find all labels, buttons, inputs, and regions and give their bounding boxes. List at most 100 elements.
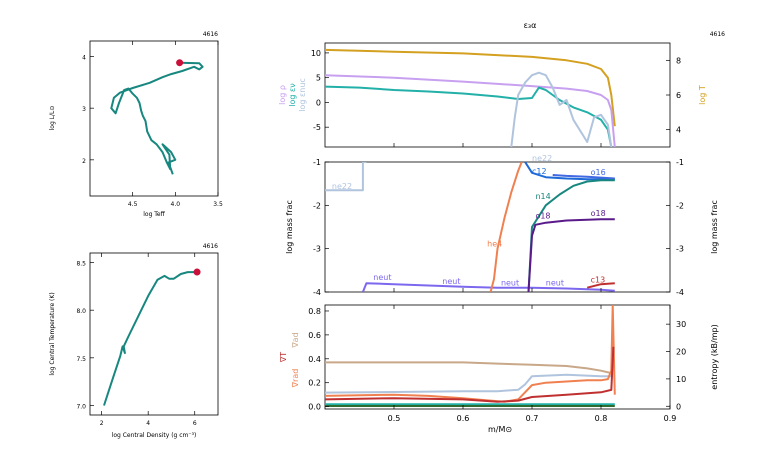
mid-series-label-10: neut [501, 279, 519, 288]
hr-x-tick-label: 3.5 [213, 201, 223, 208]
mid-series-label-8: neut [373, 273, 391, 282]
mid-y-tick-label: -3 [313, 245, 321, 254]
top-ylabel-rho: log ρ [278, 85, 287, 105]
mid-series-label-9: neut [442, 277, 460, 286]
top-ylabel-nuc: log εnuc [298, 78, 307, 112]
center-y-tick-label: 8.5 [76, 261, 86, 268]
bot-series-line-3 [325, 346, 615, 403]
bot-yr-tick-label: 30 [676, 320, 686, 329]
bot-series-line-0 [325, 361, 612, 375]
hr-x-tick-label: 4.5 [128, 201, 138, 208]
mid-series-o18 [527, 218, 615, 292]
bot-ylabel-gradT: ∇T [279, 352, 288, 363]
center-xlabel: log Central Density (g cm⁻³) [112, 432, 197, 439]
top-ylabel-nu: log εν [288, 83, 297, 107]
bot-y-tick-label: 0.4 [308, 355, 321, 364]
mid-series-he4 [489, 162, 523, 292]
top-series-line-0 [325, 48, 616, 127]
hr-y-tick-label: 4 [82, 55, 86, 62]
top-series-line-1 [325, 74, 616, 147]
mid-yr-tick-label: -2 [676, 201, 684, 210]
mid-y-tick-label: -4 [313, 288, 321, 297]
mid-series-c13 [586, 282, 615, 289]
hr-y-tick-label: 3 [82, 106, 86, 113]
bot-ylabel-gradrad: ∇rad [291, 369, 300, 389]
bot-yr-tick-label: 0 [676, 402, 681, 411]
mid-series-label-3: o16 [591, 168, 606, 177]
center-y-tick-label: 7.0 [76, 403, 86, 410]
mid-yr-tick-label: -1 [676, 158, 684, 167]
center-y-tick-label: 8.0 [76, 308, 86, 315]
mid-frame [324, 161, 671, 293]
top-title: ε₃α [524, 21, 537, 30]
bot-yr-tick-label: 10 [676, 375, 686, 384]
center-x-tick-label: 4 [146, 420, 150, 427]
mid-series-neut [361, 282, 615, 292]
top-frame [324, 42, 671, 148]
top-series-line-3 [510, 71, 613, 147]
hr-ylabel: log L/L⊙ [49, 106, 56, 131]
center-x-tick-label: 6 [193, 420, 197, 427]
top-series-line-2 [325, 85, 613, 147]
mid-series-label-12: c13 [591, 275, 606, 284]
profile-model-number: 4616 [710, 31, 725, 38]
hr-current-point [176, 59, 184, 67]
top-yr-tick-label: 6 [676, 91, 681, 100]
bot-ylabel-right: entropy (kB/mp) [710, 324, 719, 389]
top-y-tick-label: -5 [313, 123, 321, 132]
mid-series-o16 [552, 174, 615, 180]
center-ylabel: log Central Temperature (K) [49, 292, 56, 375]
mid-series-label-0: ne22 [332, 182, 352, 191]
mid-y-tick-label: -1 [313, 158, 321, 167]
bot-y-tick-label: 0.2 [308, 379, 321, 388]
mid-series-label-5: o18 [535, 211, 550, 220]
center-y-tick-label: 7.5 [76, 356, 86, 363]
hr-x-tick-label: 4.0 [171, 201, 181, 208]
bot-y-tick-label: 0.6 [308, 331, 321, 340]
mid-series-label-7: he4 [487, 240, 502, 249]
bot-x-tick-label: 0.7 [526, 414, 539, 423]
hr-track-line [110, 61, 204, 175]
hr-frame [89, 40, 219, 197]
mid-series-label-4: n14 [535, 192, 550, 201]
mid-series-ne22 [325, 162, 367, 192]
top-ylabel-right: log T [698, 85, 707, 105]
center-x-tick-label: 2 [100, 420, 104, 427]
bot-series-line-1 [325, 373, 612, 394]
mid-yr-tick-label: -3 [676, 245, 684, 254]
hr-y-tick-label: 2 [82, 158, 86, 165]
top-y-tick-label: 5 [316, 74, 321, 83]
bot-x-tick-label: 0.9 [664, 414, 677, 423]
bot-xlabel: m/M⊙ [488, 425, 512, 434]
bot-ylabel-gradad: ∇ad [291, 332, 300, 348]
center-model-number: 4616 [203, 243, 218, 250]
bot-y-tick-label: 0.0 [308, 403, 321, 412]
bot-yr-tick-label: 20 [676, 348, 686, 357]
hr-model-number: 4616 [203, 31, 218, 38]
mid-series-label-1: ne22 [532, 154, 552, 163]
mid-series-label-6: o18 [591, 209, 606, 218]
mid-series-n14 [527, 179, 615, 292]
chart-marks: 4.5 4.0 3.5 2 3 4 2 4 6 7.0 7.5 8.0 8.5 -5 0 5 10 4 6 8 ne22… [76, 41, 686, 427]
bot-x-tick-label: 0.6 [457, 414, 470, 423]
mid-series-label-2: c12 [532, 167, 547, 176]
bot-x-tick-label: 0.5 [388, 414, 401, 423]
bot-frame [324, 304, 671, 410]
mid-ylabel-right: log mass frac [710, 200, 719, 254]
mid-yr-tick-label: -4 [676, 288, 684, 297]
mid-ylabel: log mass frac [285, 200, 294, 254]
center-frame [89, 252, 219, 416]
center-track-line [103, 271, 198, 406]
top-yr-tick-label: 4 [676, 126, 681, 135]
mid-series-label-11: neut [546, 279, 564, 288]
bot-series-line-2 [325, 305, 616, 403]
center-current-point [193, 268, 201, 276]
top-y-tick-label: 0 [316, 98, 321, 107]
top-yr-tick-label: 8 [676, 56, 681, 65]
bot-y-tick-label: 0.8 [308, 307, 321, 316]
top-y-tick-label: 10 [311, 49, 321, 58]
mid-y-tick-label: -2 [313, 201, 321, 210]
bot-x-tick-label: 0.8 [595, 414, 608, 423]
hr-xlabel: log Teff [143, 211, 165, 218]
